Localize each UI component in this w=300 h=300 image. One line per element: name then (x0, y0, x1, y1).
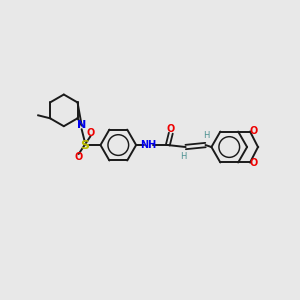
Text: NH: NH (140, 140, 156, 150)
Text: H: H (203, 130, 210, 140)
Text: O: O (86, 128, 95, 138)
Text: N: N (77, 120, 86, 130)
Text: O: O (250, 126, 258, 136)
Text: H: H (181, 152, 187, 161)
Text: S: S (80, 139, 89, 152)
Text: O: O (250, 158, 258, 169)
Text: O: O (167, 124, 175, 134)
Text: O: O (74, 152, 83, 162)
